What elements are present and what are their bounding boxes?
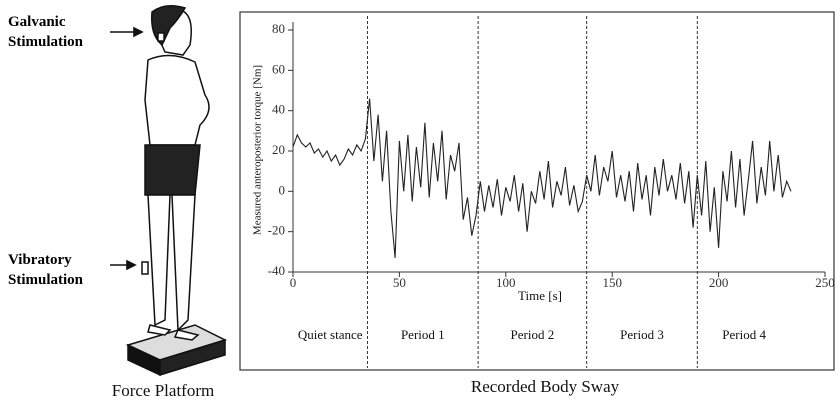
galvanic-label: Galvanic Stimulation [8,14,84,50]
x-tick-label: 50 [393,275,406,290]
vibratory-label: Vibratory Stimulation [8,252,84,288]
y-tick-label: 0 [279,182,286,197]
x-tick-label: 0 [290,275,297,290]
period-label: Period 1 [401,327,445,342]
y-tick-label: -20 [268,223,285,238]
sway-line [292,98,792,258]
period-label: Period 4 [722,327,766,342]
y-tick-label: 60 [272,61,285,76]
period-label: Quiet stance [298,327,363,342]
y-tick-label: 20 [272,142,285,157]
person-illustration [125,5,228,377]
x-tick-label: 250 [815,275,835,290]
period-label: Period 3 [620,327,664,342]
y-tick-label: 80 [272,21,285,36]
vibratory-label-box: Vibratory Stimulation [8,252,84,288]
x-tick-label: 100 [496,275,516,290]
y-tick-label: 40 [272,102,285,117]
x-axis-label: Time [s] [518,288,562,303]
y-axis-label: Measured anteroposterior torque [Nm] [252,65,264,235]
chart-frame [239,11,835,371]
platform-label: Force Platform [112,381,214,400]
chart-title: Recorded Body Sway [471,377,620,396]
arrows [110,26,144,271]
x-tick-label: 200 [709,275,729,290]
y-tick-label: -40 [268,263,285,278]
x-tick-label: 150 [602,275,622,290]
galvanic-label-box: Galvanic Stimulation [8,14,84,50]
period-label: Period 2 [511,327,555,342]
